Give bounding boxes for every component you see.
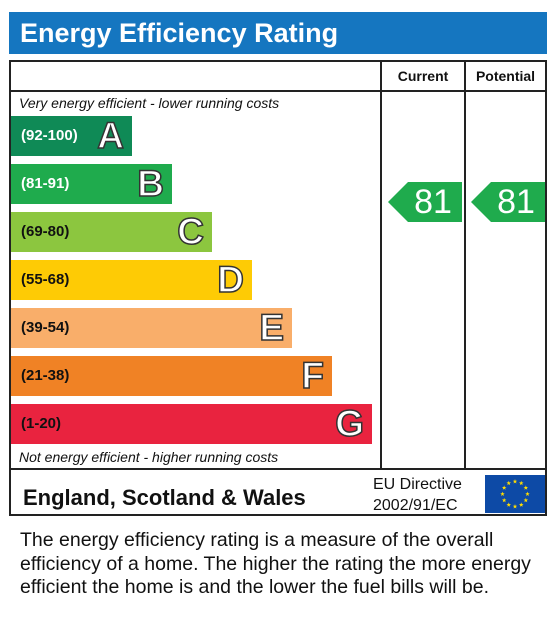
- eu-star-icon: [501, 485, 507, 490]
- band-letter: C: [177, 210, 205, 253]
- current-rating-arrow: 81: [388, 182, 462, 222]
- band-g: (1-20) G: [11, 402, 372, 445]
- potential-rating-value: 81: [497, 183, 535, 221]
- page-title: Energy Efficiency Rating: [20, 18, 339, 48]
- band-a: (92-100) A: [11, 114, 132, 157]
- column-header-potential: Potential: [475, 68, 536, 84]
- eu-star-icon: [512, 504, 518, 509]
- eu-star-icon: [518, 480, 524, 486]
- band-letter: B: [137, 162, 165, 205]
- band-e: (39-54) E: [11, 306, 292, 349]
- caption-bottom: Not energy efficient - higher running co…: [19, 449, 279, 465]
- rating-table: Current Potential Very energy efficient …: [9, 60, 547, 516]
- column-divider-potential: [464, 62, 466, 470]
- eu-directive-line2: 2002/91/EC: [373, 497, 458, 514]
- band-f: (21-38) F: [11, 354, 332, 397]
- eu-directive-line1: EU Directive: [373, 476, 462, 493]
- band-letter: E: [259, 306, 285, 349]
- band-range: (55-68): [21, 271, 70, 288]
- band-letter: D: [217, 258, 245, 301]
- band-range: (39-54): [21, 319, 70, 336]
- eu-star-icon: [500, 491, 505, 496]
- band-range: (1-20): [21, 415, 62, 432]
- footer-row-divider: [11, 468, 545, 470]
- eu-flag-icon: [485, 475, 545, 513]
- caption-top: Very energy efficient - lower running co…: [19, 95, 280, 111]
- current-rating-value: 81: [414, 183, 452, 221]
- band-letter: A: [97, 114, 125, 157]
- eu-star-icon: [518, 502, 524, 507]
- current-rating-arrow-shape: [388, 182, 462, 222]
- potential-rating-arrow: 81: [471, 182, 545, 222]
- column-divider-current: [380, 62, 382, 470]
- band-range: (81-91): [21, 175, 70, 192]
- eu-star-icon: [523, 497, 529, 503]
- header-row-divider: [11, 90, 545, 92]
- eu-star-icon: [512, 479, 518, 484]
- eu-star-icon: [525, 491, 530, 496]
- band-range: (21-38): [21, 367, 70, 384]
- region-label: England, Scotland & Wales: [23, 485, 306, 510]
- description-text: The energy efficiency rating is a measur…: [20, 529, 531, 598]
- eu-star-icon: [501, 497, 507, 503]
- band-c: (69-80) C: [11, 210, 212, 253]
- band-range: (92-100): [21, 127, 78, 144]
- band-letter: G: [334, 402, 364, 445]
- eu-directive: EU Directive 2002/91/EC: [373, 474, 462, 516]
- band-b: (81-91) B: [11, 162, 172, 205]
- band-letter: F: [301, 354, 325, 397]
- eu-star-icon: [506, 502, 512, 507]
- band-d: (55-68) D: [11, 258, 252, 301]
- eu-star-icon: [523, 485, 529, 490]
- header-bar: Energy Efficiency Rating: [9, 12, 547, 54]
- potential-rating-arrow-shape: [471, 182, 545, 222]
- eu-star-icon: [506, 480, 512, 486]
- column-header-current: Current: [397, 68, 449, 84]
- band-range: (69-80): [21, 223, 70, 240]
